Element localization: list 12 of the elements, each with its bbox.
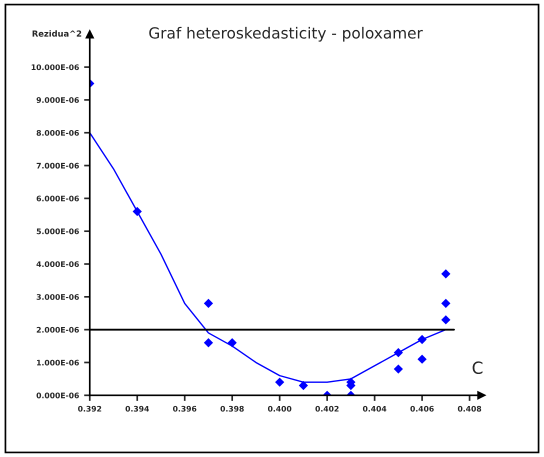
point <box>441 315 450 324</box>
point <box>417 354 427 364</box>
point <box>298 380 308 390</box>
point <box>204 298 214 308</box>
point <box>275 378 284 387</box>
point <box>441 269 450 278</box>
y-axis-title: Rezidua^2 <box>32 30 82 37</box>
point <box>204 338 214 348</box>
x-axis-title: C <box>472 361 482 374</box>
point <box>441 298 450 308</box>
point <box>394 364 403 374</box>
chart-title: Graf heteroskedasticity - poloxamer <box>149 26 423 42</box>
